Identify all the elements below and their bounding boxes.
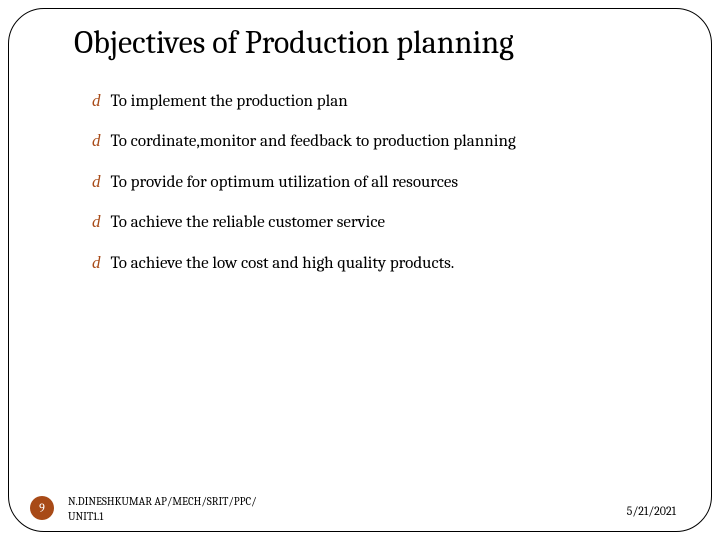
slide-title: Objectives of Production planning <box>74 24 514 61</box>
bullet-icon: d <box>92 254 101 271</box>
list-item: d To achieve the low cost and high quali… <box>92 254 680 274</box>
bullet-icon: d <box>92 213 101 230</box>
footer-author: N.DINESHKUMAR AP/MECH/SRIT/PPC/ UNIT1.1 <box>68 495 257 524</box>
bullet-icon: d <box>92 173 101 190</box>
footer-author-line1: N.DINESHKUMAR AP/MECH/SRIT/PPC/ <box>68 495 257 509</box>
list-item: d To cordinate,monitor and feedback to p… <box>92 132 680 152</box>
page-number-badge: 9 <box>30 496 54 520</box>
bullet-text: To achieve the reliable customer service <box>111 213 385 233</box>
bullet-list: d To implement the production plan d To … <box>92 92 680 294</box>
bullet-text: To cordinate,monitor and feedback to pro… <box>111 132 516 152</box>
slide: Objectives of Production planning d To i… <box>0 0 720 540</box>
bullet-icon: d <box>92 92 101 109</box>
footer-author-line2: UNIT1.1 <box>68 510 257 524</box>
list-item: d To achieve the reliable customer servi… <box>92 213 680 233</box>
bullet-text: To achieve the low cost and high quality… <box>111 254 455 274</box>
bullet-icon: d <box>92 132 101 149</box>
list-item: d To implement the production plan <box>92 92 680 112</box>
list-item: d To provide for optimum utilization of … <box>92 173 680 193</box>
footer-date: 5/21/2021 <box>627 504 676 518</box>
bullet-text: To provide for optimum utilization of al… <box>111 173 459 193</box>
bullet-text: To implement the production plan <box>111 92 348 112</box>
